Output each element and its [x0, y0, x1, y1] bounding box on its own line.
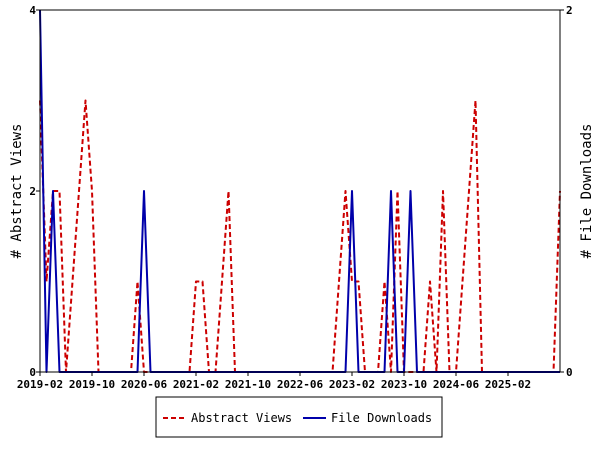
y-axis-right: 02	[560, 4, 573, 379]
legend-label-abstract-views: Abstract Views	[191, 411, 292, 425]
y-right-tick-label: 2	[566, 4, 573, 17]
x-tick-label: 2021-02	[173, 378, 219, 391]
y-left-tick-label: 4	[29, 4, 36, 17]
legend-box	[155, 396, 443, 438]
x-tick-label: 2019-02	[17, 378, 63, 391]
x-tick-label: 2019-10	[69, 378, 115, 391]
x-tick-label: 2020-06	[121, 378, 168, 391]
x-tick-label: 2023-02	[329, 378, 375, 391]
x-tick-label: 2023-10	[381, 378, 427, 391]
x-axis: 2019-02 2019-10 2020-06 2021-02 2021-10 2022-…	[17, 372, 531, 391]
x-tick-label: 2024-06	[433, 378, 480, 391]
y-left-tick-label: 2	[29, 185, 36, 198]
x-tick-label: 2021-10	[225, 378, 271, 391]
x-tick-label: 2025-02	[485, 378, 531, 391]
y-axis-left-label: # Abstract Views	[9, 124, 25, 259]
y-axis-left: 0 2 4	[29, 4, 40, 379]
legend: Abstract Views File Downloads	[155, 396, 443, 438]
y-axis-right-label: # File Downloads	[579, 124, 595, 259]
y-left-tick-label: 0	[29, 366, 36, 379]
x-tick-label: 2022-06	[277, 378, 324, 391]
legend-label-file-downloads: File Downloads	[331, 411, 432, 425]
y-right-tick-label: 0	[566, 366, 573, 379]
